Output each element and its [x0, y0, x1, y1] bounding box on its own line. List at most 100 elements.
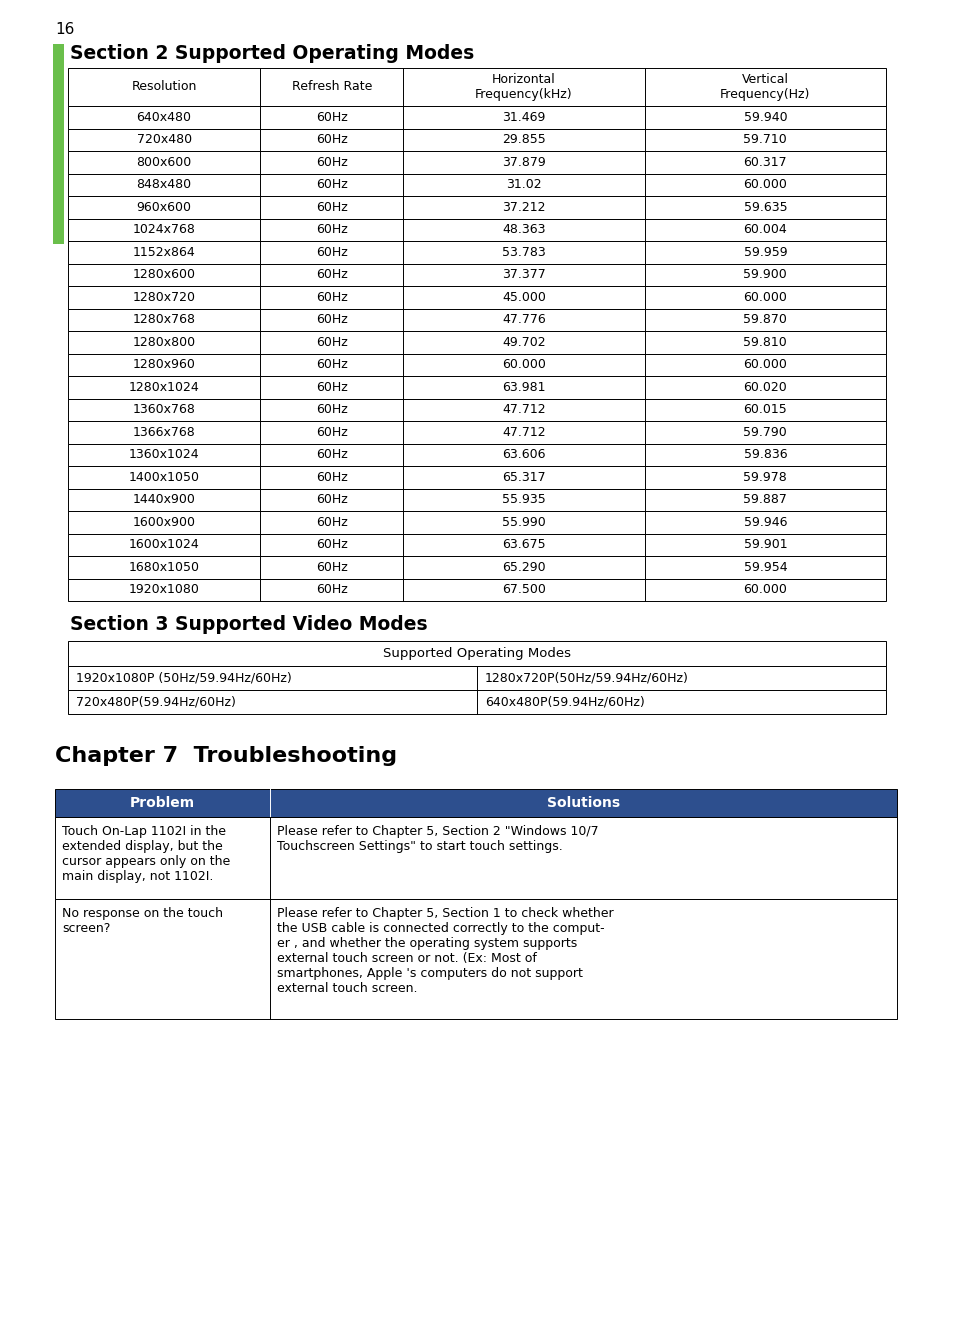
Text: 848x480: 848x480	[136, 178, 192, 192]
Bar	[68, 150, 885, 173]
Text: 640x480P(59.94Hz/60Hz): 640x480P(59.94Hz/60Hz)	[484, 696, 644, 708]
Bar	[68, 68, 885, 106]
Text: 60Hz: 60Hz	[315, 494, 347, 506]
Bar	[68, 286, 885, 309]
Text: 60Hz: 60Hz	[315, 246, 347, 258]
Text: 720x480P(59.94Hz/60Hz): 720x480P(59.94Hz/60Hz)	[76, 696, 235, 708]
Bar	[55, 817, 896, 898]
Text: 45.000: 45.000	[501, 290, 545, 303]
Text: 37.879: 37.879	[501, 156, 545, 169]
Text: Horizontal
Frequency(kHz): Horizontal Frequency(kHz)	[475, 73, 572, 101]
Text: 31.02: 31.02	[506, 178, 541, 192]
Text: 1280x960: 1280x960	[132, 358, 195, 371]
Text: Section 3 Supported Video Modes: Section 3 Supported Video Modes	[70, 615, 427, 634]
Text: 63.981: 63.981	[502, 381, 545, 394]
Text: Touch On-Lap 1102I in the
extended display, but the
cursor appears only on the
m: Touch On-Lap 1102I in the extended displ…	[62, 825, 230, 882]
Text: 59.978: 59.978	[742, 471, 786, 483]
Bar	[68, 689, 885, 713]
Text: 59.946: 59.946	[742, 515, 786, 528]
Text: 640x480: 640x480	[136, 110, 192, 124]
Text: 1280x600: 1280x600	[132, 269, 195, 281]
Text: 59.954: 59.954	[742, 560, 786, 574]
Bar	[68, 534, 885, 556]
Text: 47.776: 47.776	[501, 313, 545, 326]
Bar	[68, 354, 885, 375]
Text: 60.015: 60.015	[742, 403, 786, 417]
Text: 60Hz: 60Hz	[315, 560, 347, 574]
Text: 60.317: 60.317	[742, 156, 786, 169]
Text: No response on the touch
screen?: No response on the touch screen?	[62, 906, 223, 934]
Text: 1920x1080P (50Hz/59.94Hz/60Hz): 1920x1080P (50Hz/59.94Hz/60Hz)	[76, 672, 292, 684]
Text: 65.317: 65.317	[501, 471, 545, 483]
Bar	[53, 44, 64, 244]
Text: 60Hz: 60Hz	[315, 269, 347, 281]
Text: 59.887: 59.887	[742, 494, 786, 506]
Bar	[68, 642, 885, 666]
Text: 1680x1050: 1680x1050	[129, 560, 199, 574]
Text: Supported Operating Modes: Supported Operating Modes	[382, 647, 571, 660]
Text: 53.783: 53.783	[501, 246, 545, 258]
Bar	[68, 106, 885, 129]
Text: 60Hz: 60Hz	[315, 224, 347, 236]
Text: 60.000: 60.000	[742, 178, 786, 192]
Text: 1920x1080: 1920x1080	[129, 583, 199, 596]
Text: 1280x720P(50Hz/59.94Hz/60Hz): 1280x720P(50Hz/59.94Hz/60Hz)	[484, 672, 688, 684]
Text: 60Hz: 60Hz	[315, 133, 347, 146]
Text: 1152x864: 1152x864	[132, 246, 195, 258]
Text: 1440x900: 1440x900	[132, 494, 195, 506]
Text: Chapter 7  Troubleshooting: Chapter 7 Troubleshooting	[55, 745, 396, 767]
Text: 60Hz: 60Hz	[315, 381, 347, 394]
Bar	[68, 666, 885, 689]
Text: Vertical
Frequency(Hz): Vertical Frequency(Hz)	[720, 73, 810, 101]
Text: 60Hz: 60Hz	[315, 178, 347, 192]
Text: 16: 16	[55, 23, 74, 37]
Text: 60Hz: 60Hz	[315, 515, 347, 528]
Bar	[68, 579, 885, 602]
Text: 60Hz: 60Hz	[315, 313, 347, 326]
Text: 960x600: 960x600	[136, 201, 192, 214]
Bar	[68, 556, 885, 579]
Text: 60Hz: 60Hz	[315, 156, 347, 169]
Text: Please refer to Chapter 5, Section 2 "Windows 10/7
Touchscreen Settings" to star: Please refer to Chapter 5, Section 2 "Wi…	[276, 825, 598, 853]
Text: 1600x900: 1600x900	[132, 515, 195, 528]
Text: 60Hz: 60Hz	[315, 403, 347, 417]
Bar	[68, 375, 885, 398]
Text: 60Hz: 60Hz	[315, 583, 347, 596]
Text: Refresh Rate: Refresh Rate	[292, 80, 372, 93]
Text: 60Hz: 60Hz	[315, 335, 347, 349]
Text: 59.790: 59.790	[742, 426, 786, 439]
Text: 1400x1050: 1400x1050	[129, 471, 199, 483]
Text: Solutions: Solutions	[546, 796, 619, 811]
Text: 1600x1024: 1600x1024	[129, 538, 199, 551]
Text: Section 2 Supported Operating Modes: Section 2 Supported Operating Modes	[70, 44, 474, 63]
Bar	[68, 309, 885, 331]
Text: 37.377: 37.377	[501, 269, 545, 281]
Text: 29.855: 29.855	[501, 133, 545, 146]
Text: 1360x1024: 1360x1024	[129, 449, 199, 462]
Text: 60.000: 60.000	[742, 358, 786, 371]
Bar	[68, 218, 885, 241]
Text: 720x480: 720x480	[136, 133, 192, 146]
Text: 60Hz: 60Hz	[315, 201, 347, 214]
Text: 47.712: 47.712	[501, 403, 545, 417]
Bar	[68, 264, 885, 286]
Text: 60.000: 60.000	[501, 358, 545, 371]
Text: 1280x768: 1280x768	[132, 313, 195, 326]
Text: 60Hz: 60Hz	[315, 449, 347, 462]
Text: 60Hz: 60Hz	[315, 426, 347, 439]
Text: 59.836: 59.836	[742, 449, 786, 462]
Text: 1366x768: 1366x768	[132, 426, 195, 439]
Text: 1024x768: 1024x768	[132, 224, 195, 236]
Text: 60.004: 60.004	[742, 224, 786, 236]
Bar	[68, 241, 885, 264]
Bar	[68, 398, 885, 421]
Text: 60Hz: 60Hz	[315, 110, 347, 124]
Bar	[68, 129, 885, 150]
Text: 59.635: 59.635	[742, 201, 786, 214]
Bar	[68, 466, 885, 488]
Bar	[68, 421, 885, 443]
Bar	[68, 331, 885, 354]
Text: 37.212: 37.212	[502, 201, 545, 214]
Text: 63.606: 63.606	[502, 449, 545, 462]
Text: 60Hz: 60Hz	[315, 471, 347, 483]
